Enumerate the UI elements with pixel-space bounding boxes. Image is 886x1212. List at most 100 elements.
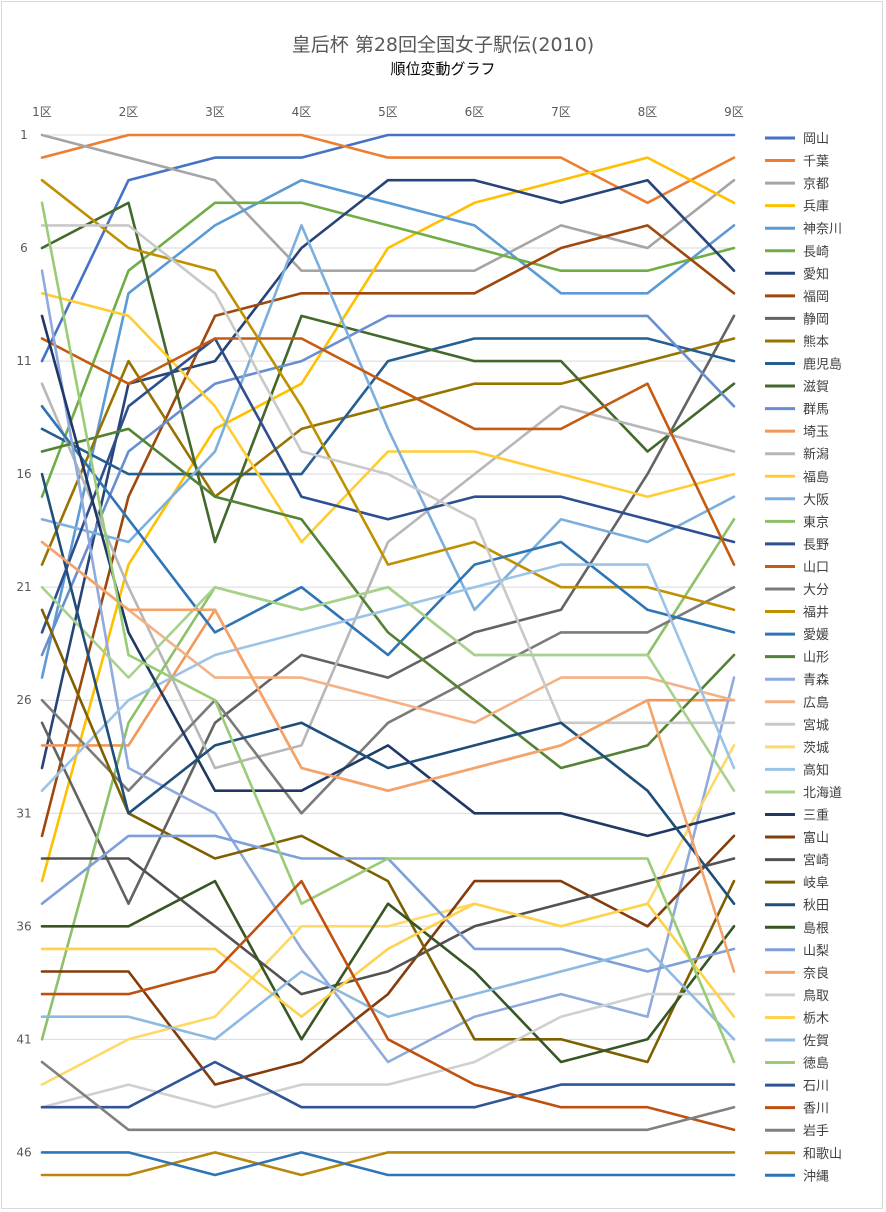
legend-label: 千葉 [803,155,829,170]
legend-label: 奈良 [803,965,829,981]
legend-label: 愛知 [803,266,829,282]
legend-label: 鳥取 [803,989,829,1004]
y-tick-label: 6 [20,241,28,255]
legend-label: 山梨 [803,944,829,959]
x-tick-label: 2区 [119,105,139,119]
series-line-34 [40,608,736,1064]
x-tick-label: 5区 [378,105,398,119]
series-line-2 [40,133,736,205]
legend-label: 高知 [803,762,829,778]
chart-subtitle: 順位変動グラフ [390,60,496,78]
legend-label: 東京 [803,514,829,530]
series-line-9 [40,314,736,906]
x-tick-label: 1区 [32,105,52,119]
legend-label: 徳島 [803,1057,829,1072]
series-line-46 [40,1151,736,1177]
series-line-43 [40,1060,736,1109]
legend-label: 香川 [803,1102,829,1117]
legend-label: 山形 [803,651,829,666]
legend-label: 長崎 [803,245,829,260]
legend-label: 岐阜 [803,875,829,891]
legend-label: 兵庫 [803,200,829,215]
legend-label: 沖縄 [803,1169,829,1184]
x-tick-label: 6区 [465,105,485,119]
x-tick-label: 9区 [724,105,744,119]
y-tick-label: 16 [16,467,31,481]
legend-label: 福井 [803,606,829,621]
series-line-38 [40,540,736,973]
x-tick-label: 3区 [205,105,225,119]
legend-label: 長野 [803,538,829,553]
x-tick-label: 7区 [551,105,571,119]
legend-label: 鹿児島 [803,357,842,373]
legend-label: 佐賀 [803,1034,829,1049]
legend: 岡山千葉京都兵庫神奈川長崎愛知福岡静岡熊本鹿児島滋賀群馬埼玉新潟福島大阪東京長野… [765,132,842,1184]
series-line-31 [40,314,736,838]
series-line-11 [40,337,736,476]
series-line-27 [40,224,736,725]
y-tick-label: 1 [20,128,28,142]
x-tick-label: 8区 [638,105,658,119]
legend-label: 茨城 [803,741,829,756]
series-line-25 [40,269,736,1064]
legend-label: 愛媛 [803,628,829,643]
series-line-4 [40,156,736,883]
series-line-41 [40,947,736,1041]
series-line-1 [40,133,736,363]
series-line-28 [40,744,736,1086]
series-line-16 [40,291,736,544]
y-tick-label: 11 [16,354,31,368]
series-line-40 [40,902,736,1019]
series-line-33 [40,857,736,996]
series-line-23 [40,404,736,657]
legend-label: 埼玉 [803,425,829,440]
legend-label: 新潟 [803,447,829,463]
series-line-3 [40,133,736,273]
series-line-30 [40,585,736,793]
legend-label: 広島 [803,696,829,711]
y-tick-label: 46 [16,1145,31,1159]
legend-label: 京都 [803,177,829,192]
legend-label: 石川 [803,1079,829,1094]
series-line-8 [40,224,736,838]
legend-label: 滋賀 [803,380,829,395]
series-line-5 [40,178,736,679]
legend-label: 和歌山 [803,1147,842,1162]
series-line-24 [40,427,736,770]
y-tick-label: 26 [16,693,31,707]
legend-label: 岡山 [803,132,829,147]
legend-label: 群馬 [803,403,829,418]
y-tick-label: 31 [16,806,31,820]
legend-label: 神奈川 [803,222,842,237]
series-lines [40,133,736,1177]
series-line-44 [40,879,736,1132]
legend-label: 秋田 [803,899,829,914]
series-line-19 [40,337,736,634]
legend-label: 富山 [803,830,829,846]
series-line-35 [40,472,736,906]
series-line-10 [40,337,736,566]
legend-label: 岩手 [803,1124,829,1139]
legend-label: 大阪 [803,493,829,508]
series-line-7 [40,178,736,770]
legend-label: 大分 [803,583,829,598]
series-line-13 [40,314,736,657]
series-line-17 [40,224,736,612]
chart-title: 皇后杯 第28回全国女子駅伝(2010) [291,34,595,56]
series-line-42 [40,201,736,1064]
legend-label: 島根 [803,921,829,936]
y-tick-label: 41 [16,1032,31,1046]
series-line-36 [40,879,736,1064]
series-line-47 [40,1151,736,1177]
x-axis-ticks: 1区 2区 3区 4区 5区 6区 7区 8区 9区 [32,105,744,119]
legend-label: 山口 [803,560,829,575]
y-tick-label: 36 [16,919,31,933]
legend-label: 熊本 [803,334,829,350]
y-tick-label: 21 [16,580,31,594]
series-line-26 [40,540,736,725]
legend-label: 静岡 [803,312,829,327]
legend-label: 宮城 [803,717,829,733]
legend-label: 福島 [803,470,829,485]
